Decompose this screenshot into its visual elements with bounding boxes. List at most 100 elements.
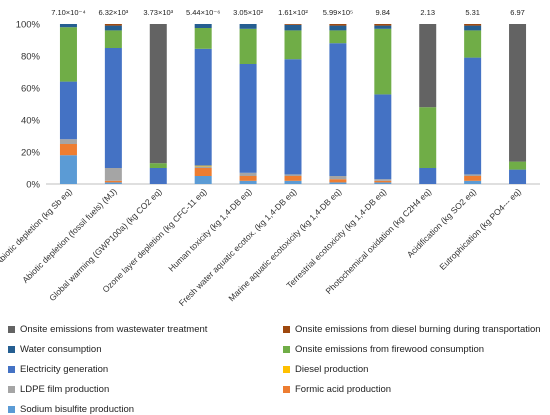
bar-segment: [374, 24, 392, 26]
legend-swatch: [283, 346, 290, 353]
bar-segment: [149, 163, 167, 168]
legend-swatch: [8, 346, 15, 353]
bar-segment: [374, 94, 392, 180]
y-tick-label: 40%: [21, 116, 41, 127]
bar-segment: [374, 25, 392, 29]
bar-total-label: 5.31: [465, 8, 480, 17]
bar-segment: [284, 24, 302, 31]
bar-segment: [239, 24, 257, 29]
bar-segment: [329, 182, 347, 184]
x-tick-label: Terrestrial ecotoxicity (kg 1,4-DB eq): [284, 186, 388, 290]
legend-label: Onsite emissions from wastewater treatme…: [20, 324, 208, 335]
bar-segment: [374, 180, 392, 183]
bar-segment: [329, 24, 347, 26]
legend-swatch: [283, 326, 290, 333]
bar-segment: [509, 169, 527, 184]
y-tick-label: 80%: [21, 52, 41, 63]
bar-total-label: 3.73×10³: [143, 8, 173, 17]
legend-label: Formic acid production: [295, 384, 392, 395]
bar-segment: [509, 24, 527, 162]
bar-segment: [329, 43, 347, 177]
bar-segment: [284, 59, 302, 175]
chart-legend: Onsite emissions from wastewater treatme…: [0, 318, 550, 415]
legend-item: Diesel production: [283, 364, 368, 375]
bar-segment: [104, 182, 122, 184]
bar-segment: [104, 24, 122, 26]
bar-segment: [239, 28, 257, 64]
bar-segment: [464, 180, 482, 184]
bar-segment: [329, 30, 347, 44]
legend-item: Sodium bisulfite production: [8, 404, 134, 415]
bar-segment: [59, 139, 77, 144]
bar-segment: [284, 24, 302, 25]
y-tick-label: 0%: [26, 180, 40, 191]
bar-segment: [104, 48, 122, 168]
bar-segment: [374, 182, 392, 184]
bar-total-label: 7.10×10⁻⁴: [51, 8, 86, 17]
bar-segment: [59, 24, 77, 28]
bar-total-label: 9.84: [376, 8, 391, 17]
bar-total-label: 5.44×10⁻⁶: [186, 8, 220, 17]
x-tick-label: Abiotic depletion (fossil fuels) (MJ): [20, 186, 119, 285]
legend-swatch: [8, 406, 15, 413]
legend-label: Diesel production: [295, 364, 369, 375]
x-tick-label: Abiotic depletion (kg Sb eq): [0, 186, 74, 267]
bar-segment: [284, 180, 302, 184]
bar-segment: [104, 180, 122, 183]
y-tick-label: 100%: [16, 20, 41, 31]
bar-total-label: 1.61×10²: [278, 8, 308, 17]
bar-segment: [194, 168, 212, 176]
bar-segment: [464, 24, 482, 26]
bar-segment: [239, 180, 257, 184]
bar-segment: [329, 25, 347, 31]
bar-segment: [104, 30, 122, 48]
bar-segment: [464, 25, 482, 31]
bar-segment: [329, 176, 347, 180]
bar-segment: [59, 144, 77, 156]
legend-item: Onsite emissions from wastewater treatme…: [8, 324, 207, 335]
bar-segment: [464, 174, 482, 176]
bar-segment: [464, 30, 482, 58]
legend-item: Water consumption: [8, 344, 102, 355]
bar-segment: [419, 107, 437, 168]
x-tick-label: Eutrophication (kg PO4--- eq): [437, 186, 523, 272]
bar-segment: [194, 165, 212, 167]
bar-segment: [194, 166, 212, 168]
bar-segment: [194, 176, 212, 184]
legend-swatch: [283, 386, 290, 393]
bar-segment: [59, 81, 77, 140]
bar-total-label: 6.97: [510, 8, 525, 17]
bar-segment: [194, 28, 212, 49]
y-tick-label: 60%: [21, 84, 41, 95]
legend-item: Formic acid production: [283, 384, 391, 395]
legend-label: Onsite emissions from firewood consumpti…: [295, 344, 485, 355]
bar-segment: [509, 161, 527, 170]
bar-segment: [194, 24, 212, 28]
legend-label: Water consumption: [20, 344, 102, 355]
legend-item: Onsite emissions from firewood consumpti…: [283, 344, 484, 355]
bar-segment: [464, 57, 482, 175]
bar-segment: [104, 25, 122, 31]
bar-total-label: 3.05×10²: [233, 8, 263, 17]
bar-segment: [194, 48, 212, 166]
bar-segment: [419, 168, 437, 184]
bar-total-label: 2.13: [420, 8, 435, 17]
legend-item: LDPE film production: [8, 384, 109, 395]
bar-segment: [59, 27, 77, 82]
bar-total-label: 6.32×10³: [98, 8, 128, 17]
bar-segment: [284, 30, 302, 60]
bar-segment: [374, 179, 392, 181]
legend-swatch: [8, 366, 15, 373]
bar-segment: [239, 176, 257, 181]
bar-total-label: 5.99×10⁵: [323, 8, 353, 17]
legend-item: Onsite emissions from diesel burning dur…: [283, 324, 541, 335]
bar-segment: [329, 179, 347, 183]
bar-segment: [149, 168, 167, 184]
legend-label: Electricity generation: [20, 364, 109, 375]
legend-item: Electricity generation: [8, 364, 108, 375]
legend-swatch: [283, 366, 290, 373]
legend-label: Onsite emissions from diesel burning dur…: [295, 324, 541, 335]
stacked-bar-chart: 0% 20% 40% 60% 80% 100% 7.10×10⁻⁴ Abiotic deple…: [0, 8, 540, 308]
y-tick-label: 20%: [21, 148, 41, 159]
legend-swatch: [8, 326, 15, 333]
